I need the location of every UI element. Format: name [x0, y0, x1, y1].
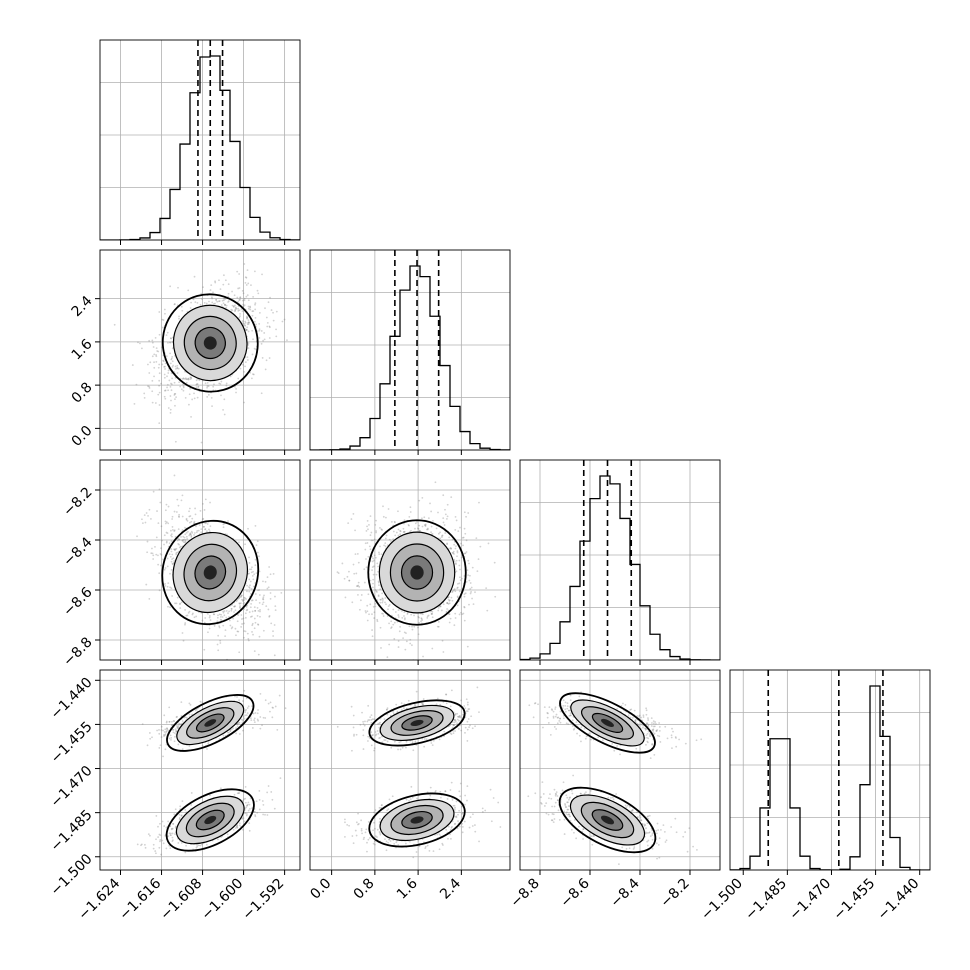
x-tick-label: 2.4	[437, 875, 464, 902]
x-tick-label: 0.0	[307, 876, 334, 903]
histogram-2	[520, 475, 720, 660]
panel-frame	[99, 459, 301, 661]
panel-frame	[99, 669, 301, 871]
density-contour-0-0	[165, 788, 255, 852]
density-contour-1-4	[410, 719, 424, 727]
density-contour-0-0	[367, 519, 467, 626]
x-tick-label: −1.470	[786, 876, 834, 924]
density-contour-0-4	[203, 336, 217, 350]
histogram-3	[730, 685, 930, 870]
y-tick-label: −8.6	[60, 584, 95, 619]
x-tick-label: −1.600	[198, 876, 246, 924]
density-contour-0-4	[410, 565, 424, 580]
y-tick-label: 0.0	[69, 423, 96, 450]
x-tick-label: −1.500	[698, 876, 746, 924]
histogram-0	[100, 55, 300, 240]
scatter-panel-2-1	[309, 459, 511, 665]
panel-frame	[99, 249, 301, 451]
scatter-panel-3-2	[519, 669, 721, 875]
y-tick-label: −8.4	[60, 534, 95, 569]
x-tick-label: −8.2	[657, 876, 692, 911]
density-contour-0-0	[558, 786, 657, 854]
density-contour-0-0	[368, 792, 466, 848]
panel-frame	[309, 669, 511, 871]
y-tick-label: −8.8	[60, 634, 95, 669]
x-tick-label: −8.6	[557, 875, 592, 910]
x-tick-label: −1.485	[742, 876, 790, 924]
density-contour-1-4	[204, 719, 217, 727]
histogram-panel-2	[519, 459, 721, 665]
density-contour-0-4	[203, 565, 217, 580]
x-tick-label: −8.8	[507, 876, 542, 911]
scatter-panel-1-0	[95, 249, 301, 455]
y-tick-label: −8.2	[60, 484, 95, 519]
panel-frame	[729, 669, 931, 871]
x-tick-label: −1.440	[875, 876, 923, 924]
density-contour-0-4	[600, 815, 615, 825]
density-contour-1-4	[601, 718, 614, 727]
y-tick-label: −1.470	[48, 763, 96, 811]
density-contour-1-0	[368, 699, 466, 747]
density-contour-0-4	[410, 816, 424, 824]
x-tick-label: 0.8	[351, 876, 378, 903]
x-tick-label: −1.608	[157, 876, 205, 924]
y-tick-label: 2.4	[69, 293, 96, 320]
x-tick-label: −1.455	[830, 876, 878, 924]
panel-frame	[519, 669, 721, 871]
density-contour-0-0	[161, 293, 259, 393]
x-tick-label: −1.624	[75, 875, 123, 923]
scatter-panel-3-0	[95, 669, 301, 875]
panel-frame	[309, 249, 511, 451]
histogram-panel-3	[729, 669, 931, 875]
panel-frame	[99, 39, 301, 241]
histogram-panel-1	[309, 249, 511, 455]
x-tick-label: 1.6	[394, 875, 421, 902]
scatter-panel-2-0	[95, 459, 301, 665]
y-tick-label: −1.440	[48, 675, 96, 723]
histogram-panel-0	[99, 39, 301, 245]
y-tick-label: −1.500	[48, 851, 96, 899]
density-contour-0-0	[161, 519, 260, 626]
density-contour-0-4	[204, 815, 217, 825]
y-tick-label: −1.455	[48, 719, 96, 767]
x-tick-label: −1.592	[239, 876, 287, 924]
x-tick-label: −8.4	[607, 875, 642, 910]
density-contour-1-0	[559, 692, 656, 754]
x-tick-label: −1.616	[116, 875, 164, 923]
y-tick-label: 0.8	[69, 379, 96, 406]
panel-frame	[519, 459, 721, 661]
panel-frame	[309, 459, 511, 661]
density-contour-1-0	[166, 694, 255, 752]
y-tick-label: −1.485	[48, 807, 96, 855]
scatter-panel-3-1	[309, 669, 511, 875]
histogram-1	[310, 265, 510, 450]
y-tick-label: 1.6	[69, 336, 96, 363]
